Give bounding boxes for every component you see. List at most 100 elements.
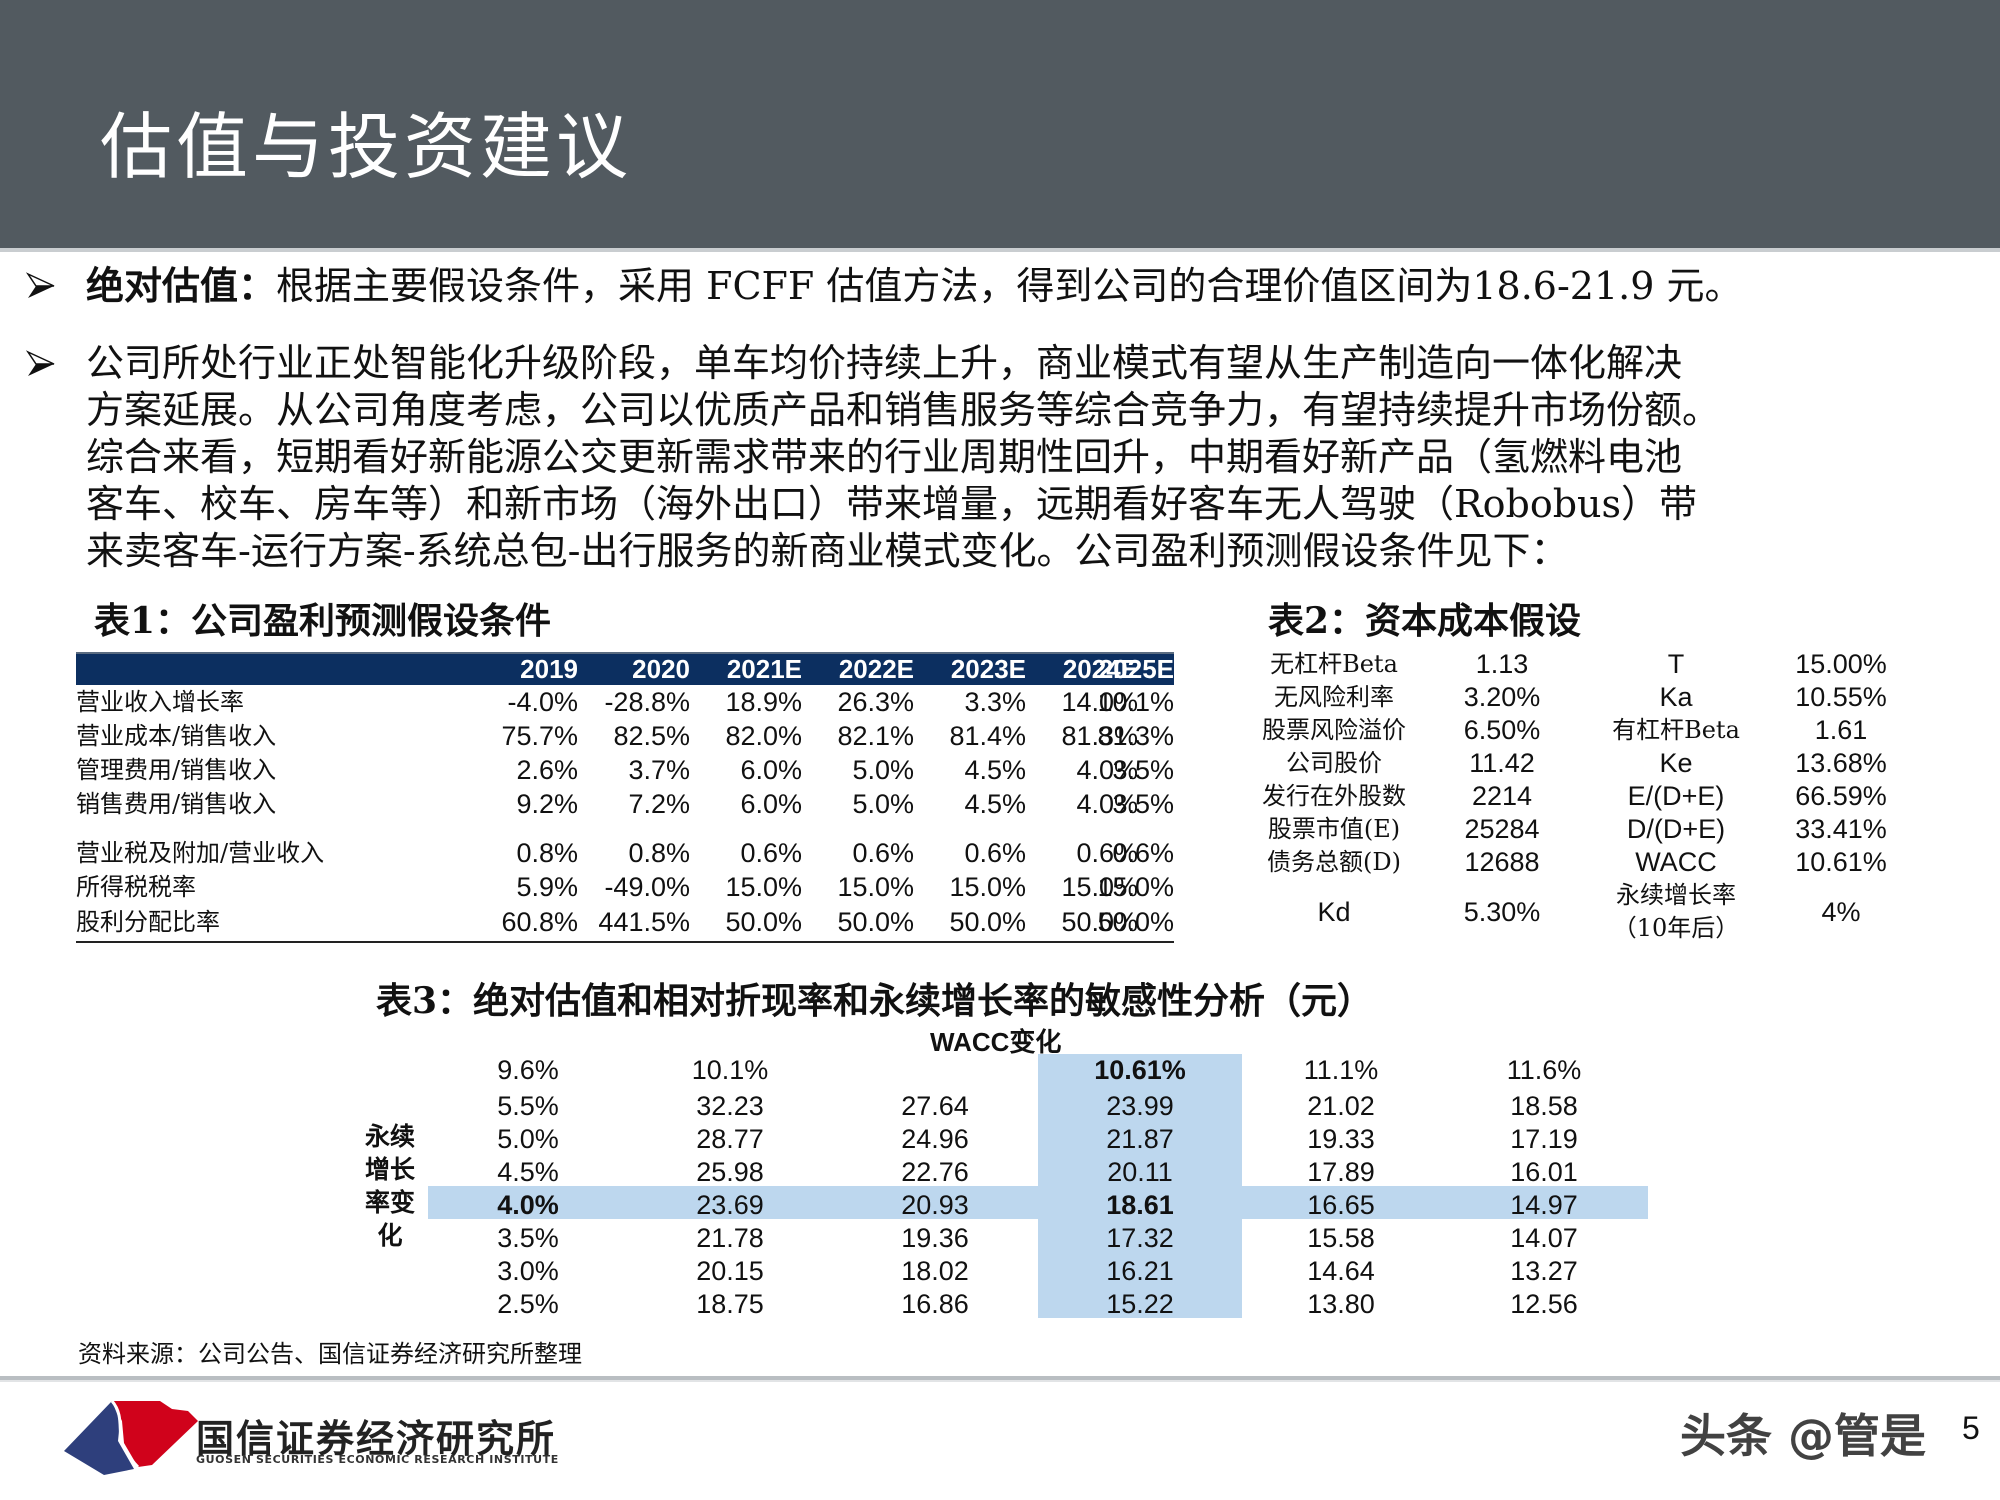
cell: 25.98 — [696, 1157, 764, 1187]
param-value: 10.61% — [1795, 847, 1887, 877]
cell: 5.0% — [852, 789, 914, 819]
page-title: 估值与投资建议 — [100, 105, 633, 189]
row-label: 所得税税率 — [76, 873, 196, 901]
table-row: 所得税税率 5.9% -49.0% 15.0% 15.0% 15.0% 15.0… — [76, 870, 1174, 904]
table2-title: 表2：资本成本假设 — [1268, 600, 1582, 642]
cell: 13.80 — [1307, 1289, 1375, 1319]
param-label: 公司股价 — [1286, 749, 1382, 777]
param-label: 股票市值(E) — [1267, 815, 1401, 843]
growth-rate: 5.5% — [497, 1091, 559, 1121]
param-value: 2214 — [1471, 781, 1533, 811]
cell: 18.9% — [725, 687, 802, 717]
cell: 27.64 — [901, 1091, 969, 1121]
param-label: 无风险利率 — [1274, 683, 1394, 711]
cell: 13.27 — [1510, 1256, 1578, 1286]
logo-text-en: GUOSEN SECURITIES ECONOMIC RESEARCH INST… — [196, 1453, 559, 1466]
param-value: 25284 — [1464, 814, 1540, 844]
wacc-header-base: 10.61% — [1094, 1055, 1186, 1085]
table-row: 营业税及附加/营业收入 0.8% 0.8% 0.6% 0.6% 0.6% 0.6… — [76, 836, 1174, 870]
cell: 16.86 — [901, 1289, 969, 1319]
col-header: 2025E — [1098, 654, 1174, 684]
table1-bottom-rule — [76, 941, 1174, 943]
param-value: 1.13 — [1475, 649, 1529, 679]
param-value: 13.68% — [1795, 748, 1887, 778]
arrow-bullet-icon — [25, 350, 55, 376]
cell: 5.0% — [852, 755, 914, 785]
table-row: 营业收入增长率 -4.0% -28.8% 18.9% 26.3% 3.3% 14… — [76, 685, 1174, 719]
cell: 3.5% — [1112, 789, 1174, 819]
cell: 18.02 — [901, 1256, 969, 1286]
cell: 32.23 — [696, 1091, 764, 1121]
title-bar: 估值与投资建议 — [0, 0, 2000, 248]
cell: 15.0% — [1097, 872, 1174, 902]
param-label: WACC — [1635, 847, 1717, 877]
cell: 21.78 — [696, 1223, 764, 1253]
param-label: T — [1667, 649, 1685, 679]
watermark: 头条 @管是 — [1680, 1409, 1927, 1463]
growth-rate: 3.5% — [497, 1223, 559, 1253]
cell: 24.96 — [901, 1124, 969, 1154]
param-value: 10.55% — [1795, 682, 1887, 712]
cell: 14.97 — [1510, 1190, 1578, 1220]
cell: 50.0% — [1061, 907, 1138, 937]
bullet-text: 根据主要假设条件，采用 FCFF 估值方法，得到公司的合理价值区间为18.6-2… — [276, 264, 1743, 308]
growth-rate: 3.0% — [497, 1256, 559, 1286]
cell: -4.0% — [507, 687, 578, 717]
cell: 22.76 — [901, 1157, 969, 1187]
wacc-header: 10.1% — [691, 1055, 769, 1085]
table-row: 销售费用/销售收入 9.2% 7.2% 6.0% 5.0% 4.5% 4.0% … — [76, 787, 1174, 821]
param-label: 发行在外股数 — [1262, 782, 1406, 810]
cell: 3.3% — [964, 687, 1026, 717]
cell: 50.0% — [1097, 907, 1174, 937]
cell: 14.64 — [1307, 1256, 1375, 1286]
cell: 15.22 — [1106, 1289, 1174, 1319]
param-value: 12688 — [1464, 847, 1540, 877]
row-axis-label: 率变 — [364, 1188, 415, 1217]
cell: 17.19 — [1510, 1124, 1578, 1154]
cell: 20.93 — [901, 1190, 969, 1220]
param-value: 3.20% — [1463, 682, 1541, 712]
param-label: 无杠杆Beta — [1270, 650, 1398, 678]
cell: 15.0% — [837, 872, 914, 902]
cell: 15.58 — [1307, 1223, 1375, 1253]
cell: 26.3% — [837, 687, 914, 717]
cell: 19.36 — [901, 1223, 969, 1253]
param-label: 有杠杆Beta — [1612, 716, 1740, 744]
cell: 4.5% — [964, 755, 1026, 785]
cell: 14.0% — [1061, 687, 1138, 717]
col-header: 2021E — [726, 654, 802, 684]
cell: 0.6% — [1076, 838, 1138, 868]
cell: 16.01 — [1510, 1157, 1578, 1187]
cell: 82.5% — [613, 721, 690, 751]
cell: 4.0% — [1076, 789, 1138, 819]
cell: 21.87 — [1106, 1124, 1174, 1154]
highlight-row — [428, 1186, 1648, 1219]
row-label: 销售费用/销售收入 — [76, 790, 277, 818]
cell: 60.8% — [501, 907, 578, 937]
cell: 28.77 — [696, 1124, 764, 1154]
paragraph-line: 综合来看，短期看好新能源公交更新需求带来的行业周期性回升，中期看好新产品（氢燃料… — [86, 435, 1683, 479]
cell: 50.0% — [837, 907, 914, 937]
cell: 18.75 — [696, 1289, 764, 1319]
growth-rate: 2.5% — [497, 1289, 559, 1319]
row-label: 管理费用/销售收入 — [76, 756, 277, 784]
cell: 50.0% — [949, 907, 1026, 937]
cell: 15.0% — [1061, 872, 1138, 902]
cell: 82.1% — [837, 721, 914, 751]
cell: 3.5% — [1112, 755, 1174, 785]
growth-rate: 5.0% — [497, 1124, 559, 1154]
param-value: 6.50% — [1463, 715, 1541, 745]
param-label: 股票风险溢价 — [1262, 716, 1406, 744]
col-header: 2019 — [520, 654, 578, 684]
table3-title: 表3：绝对估值和相对折现率和永续增长率的敏感性分析（元） — [376, 980, 1374, 1022]
param-label: 永续增长率 — [1616, 881, 1736, 909]
arrow-bullet-icon — [25, 272, 55, 298]
footer-divider — [0, 1376, 2000, 1380]
cell: 82.0% — [725, 721, 802, 751]
paragraph-line: 公司所处行业正处智能化升级阶段，单车均价持续上升，商业模式有望从生产制造向一体化… — [86, 341, 1683, 385]
cell: 23.69 — [696, 1190, 764, 1220]
cell: 15.0% — [949, 872, 1026, 902]
bullet-bold-label: 绝对估值： — [86, 263, 277, 308]
col-header: 2024E — [1062, 654, 1138, 684]
table-row: 管理费用/销售收入 2.6% 3.7% 6.0% 5.0% 4.5% 4.0% … — [76, 753, 1174, 787]
